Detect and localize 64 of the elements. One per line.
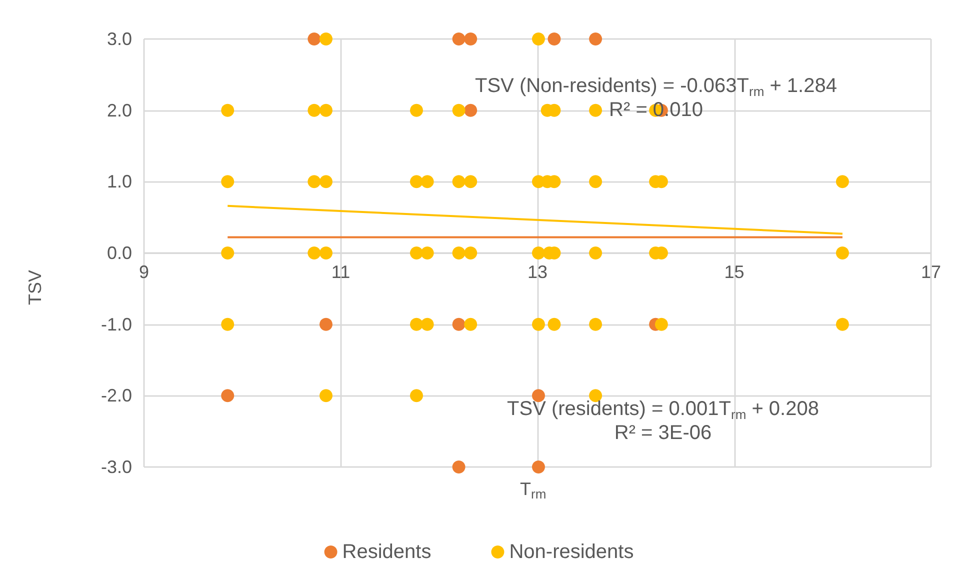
point <box>654 318 668 331</box>
y-tick-label: 1.0 <box>106 172 132 192</box>
point <box>452 175 466 188</box>
point <box>221 104 234 117</box>
point <box>464 32 478 46</box>
point <box>221 246 234 260</box>
x-tick-label: 9 <box>138 262 150 282</box>
point <box>410 104 423 117</box>
point <box>420 318 434 331</box>
point <box>589 246 602 260</box>
point <box>452 104 466 117</box>
point <box>410 175 423 188</box>
point <box>836 246 849 260</box>
point <box>320 318 332 331</box>
point <box>320 104 332 117</box>
point <box>308 246 321 260</box>
point <box>589 104 602 117</box>
point <box>452 318 466 331</box>
point <box>308 175 321 188</box>
y-tick-label: -1.0 <box>100 314 132 334</box>
point <box>221 175 234 188</box>
point <box>452 32 466 46</box>
point <box>410 246 423 260</box>
point <box>548 32 561 46</box>
point <box>464 246 478 260</box>
point <box>320 32 332 46</box>
point <box>532 318 545 331</box>
point <box>452 460 466 474</box>
point <box>410 318 423 331</box>
point <box>452 246 466 260</box>
point <box>320 389 332 402</box>
x-tick-label: 11 <box>331 262 350 282</box>
point <box>464 318 478 331</box>
y-tick-label: -3.0 <box>100 457 132 477</box>
y-tick-label: 0.0 <box>106 243 132 263</box>
point <box>548 318 561 331</box>
y-axis-title: TSV <box>25 270 45 306</box>
point <box>464 175 478 188</box>
point <box>320 175 332 188</box>
point <box>836 318 849 331</box>
point <box>589 32 602 46</box>
point <box>420 246 434 260</box>
point <box>320 246 332 260</box>
point <box>589 175 602 188</box>
point <box>221 389 234 402</box>
point <box>589 318 602 331</box>
y-tick-label: 3.0 <box>106 29 132 49</box>
point <box>420 175 434 188</box>
point <box>308 32 321 46</box>
point <box>836 175 849 188</box>
legend-label: Residents <box>342 541 432 563</box>
x-tick-label: 17 <box>920 262 942 282</box>
y-tick-label: -2.0 <box>100 386 132 406</box>
point <box>532 246 545 260</box>
point <box>464 104 478 117</box>
point <box>308 104 321 117</box>
legend-label: Non-residents <box>509 541 634 563</box>
point <box>532 460 545 474</box>
point <box>410 389 423 402</box>
x-tick-label: 13 <box>527 262 548 282</box>
point <box>221 318 234 331</box>
point <box>532 32 545 46</box>
y-tick-label: 2.0 <box>106 100 132 120</box>
x-tick-label: 15 <box>724 262 744 282</box>
